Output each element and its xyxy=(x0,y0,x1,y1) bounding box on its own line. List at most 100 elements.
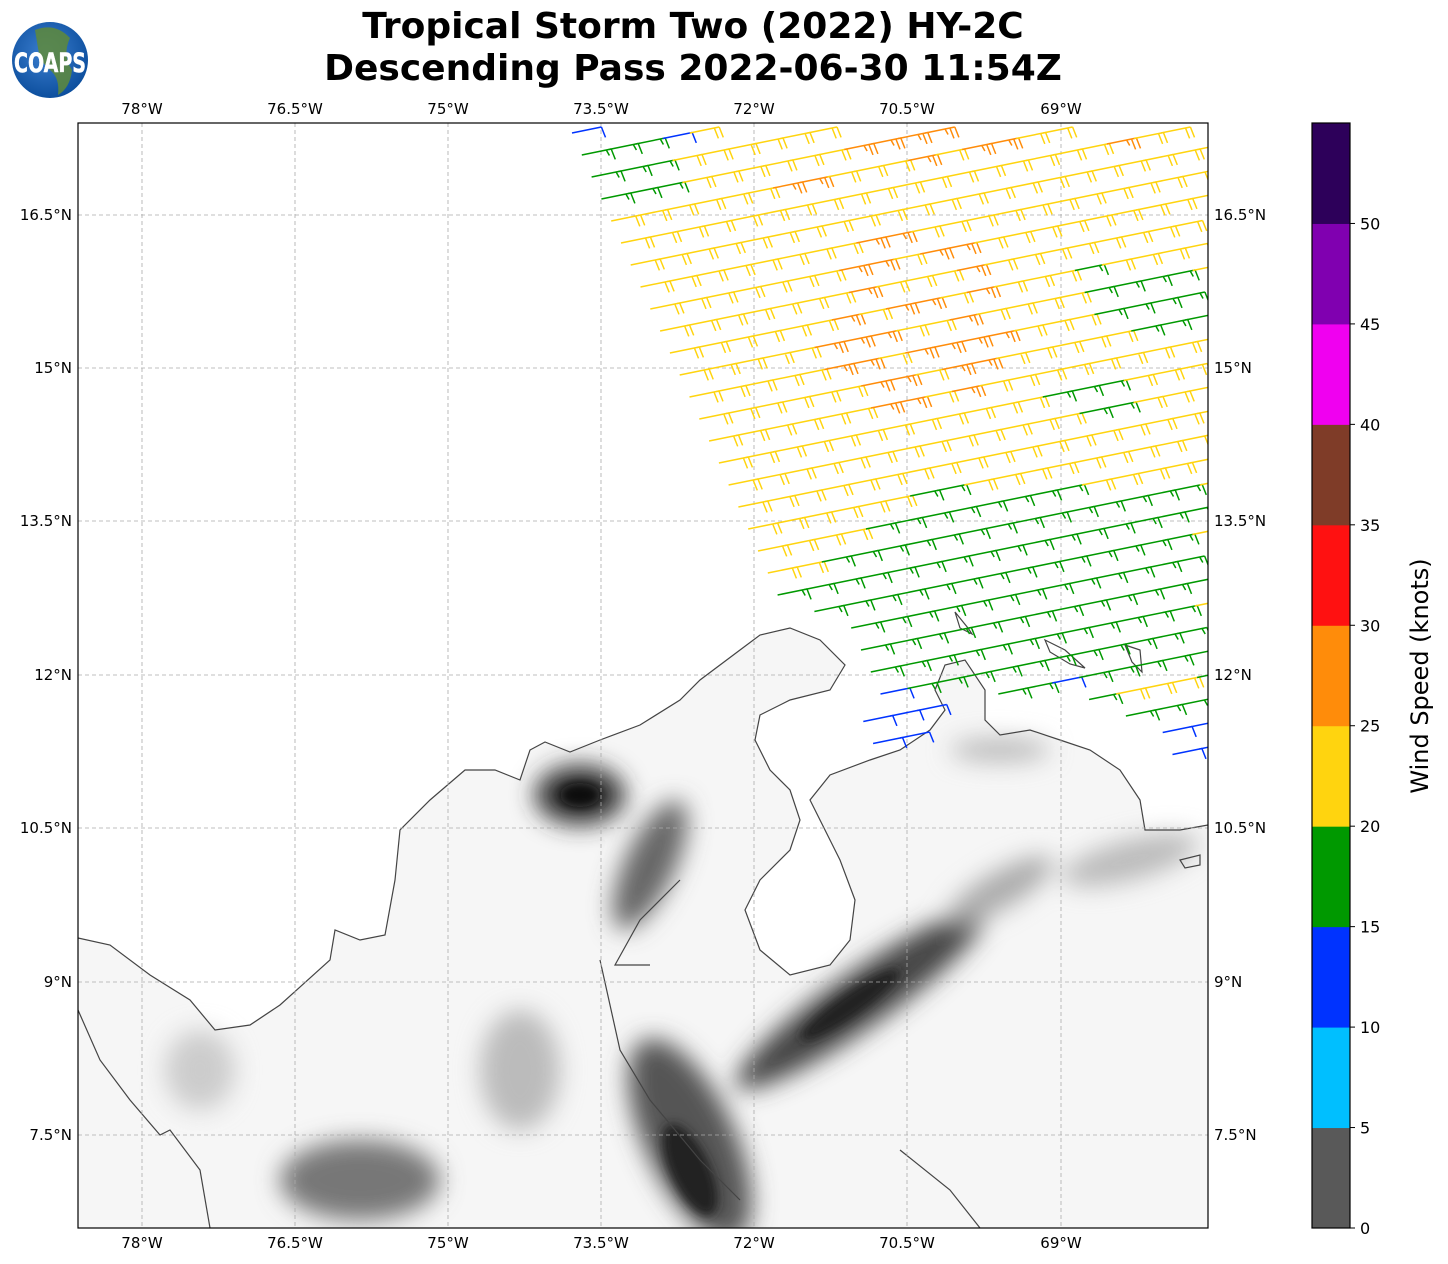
wind-barb xyxy=(1118,494,1153,507)
wind-barb xyxy=(839,263,874,277)
wind-barb xyxy=(1145,489,1180,501)
wind-barb xyxy=(1187,386,1208,393)
wind-barb xyxy=(765,494,800,508)
wind-barb xyxy=(924,654,959,666)
wind-barb xyxy=(907,417,943,431)
wind-barb xyxy=(721,263,756,277)
wind-barb xyxy=(1179,698,1208,706)
wind-barb xyxy=(959,599,994,611)
wind-barb xyxy=(858,307,894,321)
wind-barb xyxy=(883,230,918,244)
wind-barb xyxy=(713,313,749,326)
wind-barb xyxy=(887,637,923,650)
wind-barb xyxy=(848,549,883,562)
wind-barb xyxy=(667,274,702,288)
title-line-2: Descending Pass 2022-06-30 11:54Z xyxy=(324,48,1062,89)
wind-barb xyxy=(929,533,964,545)
wind-barb xyxy=(1084,285,1119,298)
wind-barb xyxy=(728,214,764,227)
wind-barb xyxy=(618,164,653,177)
wind-barb xyxy=(922,318,957,332)
colorbar-tick-label: 10 xyxy=(1360,1018,1380,1037)
wind-barb xyxy=(789,417,825,431)
wind-barb xyxy=(888,373,923,387)
wind-barb xyxy=(772,445,808,458)
wind-barb xyxy=(939,555,974,567)
wind-barb xyxy=(640,280,675,293)
wind-barb xyxy=(1116,159,1151,172)
wind-barb xyxy=(755,472,790,486)
wind-barb xyxy=(851,357,886,370)
wind-barb xyxy=(1126,181,1161,194)
wind-barb xyxy=(1072,456,1107,469)
colorbar-tick-label: 35 xyxy=(1360,516,1380,535)
wind-barb xyxy=(821,555,856,567)
colorbar-tick-label: 30 xyxy=(1360,616,1380,635)
wind-barb xyxy=(1155,511,1190,523)
wind-barb xyxy=(1052,412,1087,425)
wind-barb xyxy=(1194,338,1208,343)
wind-barb xyxy=(1008,445,1043,458)
wind-barb xyxy=(1008,181,1043,194)
wind-barb xyxy=(1074,263,1110,276)
wind-barb xyxy=(851,621,886,633)
wind-barb xyxy=(863,186,899,200)
wind-barb xyxy=(993,544,1028,556)
wind-barb xyxy=(1142,681,1178,695)
colorbar-bin xyxy=(1312,625,1350,727)
wind-barb xyxy=(989,137,1024,150)
wind-barb xyxy=(1030,296,1065,310)
wind-barb xyxy=(674,225,710,238)
colorbar: 0 5 10 15 20 25 30 35 40 45 50 xyxy=(1311,122,1380,1238)
wind-barb xyxy=(807,126,842,139)
wind-barb xyxy=(824,362,859,376)
wind-barb xyxy=(1043,126,1078,139)
wind-barb xyxy=(1150,632,1185,644)
wind-barb xyxy=(914,632,950,644)
wind-barb xyxy=(1018,467,1053,480)
wind-barb xyxy=(775,516,810,530)
wind-barb xyxy=(934,412,970,425)
wind-barb xyxy=(1108,472,1144,486)
wind-barb xyxy=(1165,533,1200,545)
wind-barb xyxy=(848,285,884,299)
wind-barb xyxy=(1138,538,1173,551)
wind-barb xyxy=(910,489,945,501)
wind-barb xyxy=(872,736,908,749)
wind-barb xyxy=(996,351,1031,365)
wind-barb xyxy=(983,522,1018,534)
wind-barb xyxy=(831,313,867,326)
wind-barb xyxy=(1192,266,1208,272)
lon-label-bottom: 76.5°W xyxy=(267,1234,323,1252)
wind-barb xyxy=(1099,450,1134,464)
wind-barb xyxy=(709,170,744,183)
wind-barb xyxy=(959,335,994,348)
wind-barb xyxy=(1113,351,1149,365)
wind-barb xyxy=(915,368,950,381)
wind-barb xyxy=(949,577,984,589)
title-line-1: Tropical Storm Two (2022) HY-2C xyxy=(362,6,1024,47)
colorbar-tick-label: 15 xyxy=(1360,918,1380,937)
wind-barb xyxy=(908,153,943,167)
wind-barb xyxy=(1190,194,1208,200)
wind-barb xyxy=(831,577,866,589)
colorbar-tick-label: 25 xyxy=(1360,717,1380,736)
wind-barb xyxy=(1069,384,1105,397)
wind-barb xyxy=(782,203,818,216)
wind-barb xyxy=(1145,225,1181,238)
wind-barb xyxy=(1111,280,1146,292)
wind-barb xyxy=(1018,203,1053,216)
wind-barbs xyxy=(571,126,1208,760)
wind-barb xyxy=(860,643,896,655)
wind-barb xyxy=(689,126,724,139)
wind-barb xyxy=(897,395,933,409)
wind-barb xyxy=(919,511,955,523)
lat-label-left: 10.5°N xyxy=(20,819,72,837)
wind-barb xyxy=(1076,599,1112,611)
wind-barb xyxy=(581,148,616,160)
wind-barb xyxy=(1027,489,1063,501)
wind-barb xyxy=(1082,214,1117,227)
wind-barb xyxy=(662,131,697,144)
wind-barb xyxy=(880,423,916,436)
wind-barb xyxy=(1057,291,1092,304)
